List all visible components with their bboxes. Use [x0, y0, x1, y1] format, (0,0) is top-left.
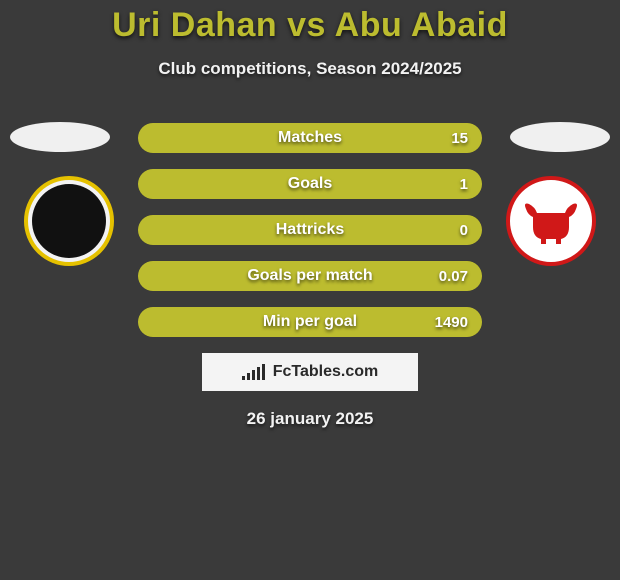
- page-title: Uri Dahan vs Abu Abaid: [0, 6, 620, 45]
- watermark-label: FcTables.com: [273, 363, 379, 381]
- stat-label: Hattricks: [276, 221, 344, 239]
- club-badge-right: [506, 176, 596, 266]
- menorah-icon: 𝍘: [32, 184, 106, 258]
- stat-label: Goals per match: [247, 267, 372, 285]
- club-badge-left: 𝍘: [24, 176, 114, 266]
- stats-list: Matches 15 Goals 1 Hattricks 0 Goals per match…: [138, 123, 482, 337]
- stat-row: Matches 15: [138, 123, 482, 153]
- stat-value: 0: [460, 222, 468, 239]
- stat-label: Min per goal: [263, 313, 357, 331]
- stat-row: Min per goal 1490: [138, 307, 482, 337]
- comparison-card: Uri Dahan vs Abu Abaid Club competitions…: [0, 0, 620, 580]
- bar-chart-icon: [242, 364, 267, 380]
- footer-date: 26 january 2025: [0, 409, 620, 429]
- stat-row: Goals per match 0.07: [138, 261, 482, 291]
- stat-label: Matches: [278, 129, 342, 147]
- stat-label: Goals: [288, 175, 332, 193]
- bull-icon: [521, 199, 581, 244]
- player-photo-left: [10, 122, 110, 152]
- stat-value: 0.07: [439, 268, 468, 285]
- stat-value: 1: [460, 176, 468, 193]
- watermark: FcTables.com: [202, 353, 418, 391]
- stat-value: 1490: [435, 314, 468, 331]
- stat-value: 15: [451, 130, 468, 147]
- player-photo-right: [510, 122, 610, 152]
- stat-row: Goals 1: [138, 169, 482, 199]
- stat-row: Hattricks 0: [138, 215, 482, 245]
- subtitle: Club competitions, Season 2024/2025: [0, 59, 620, 79]
